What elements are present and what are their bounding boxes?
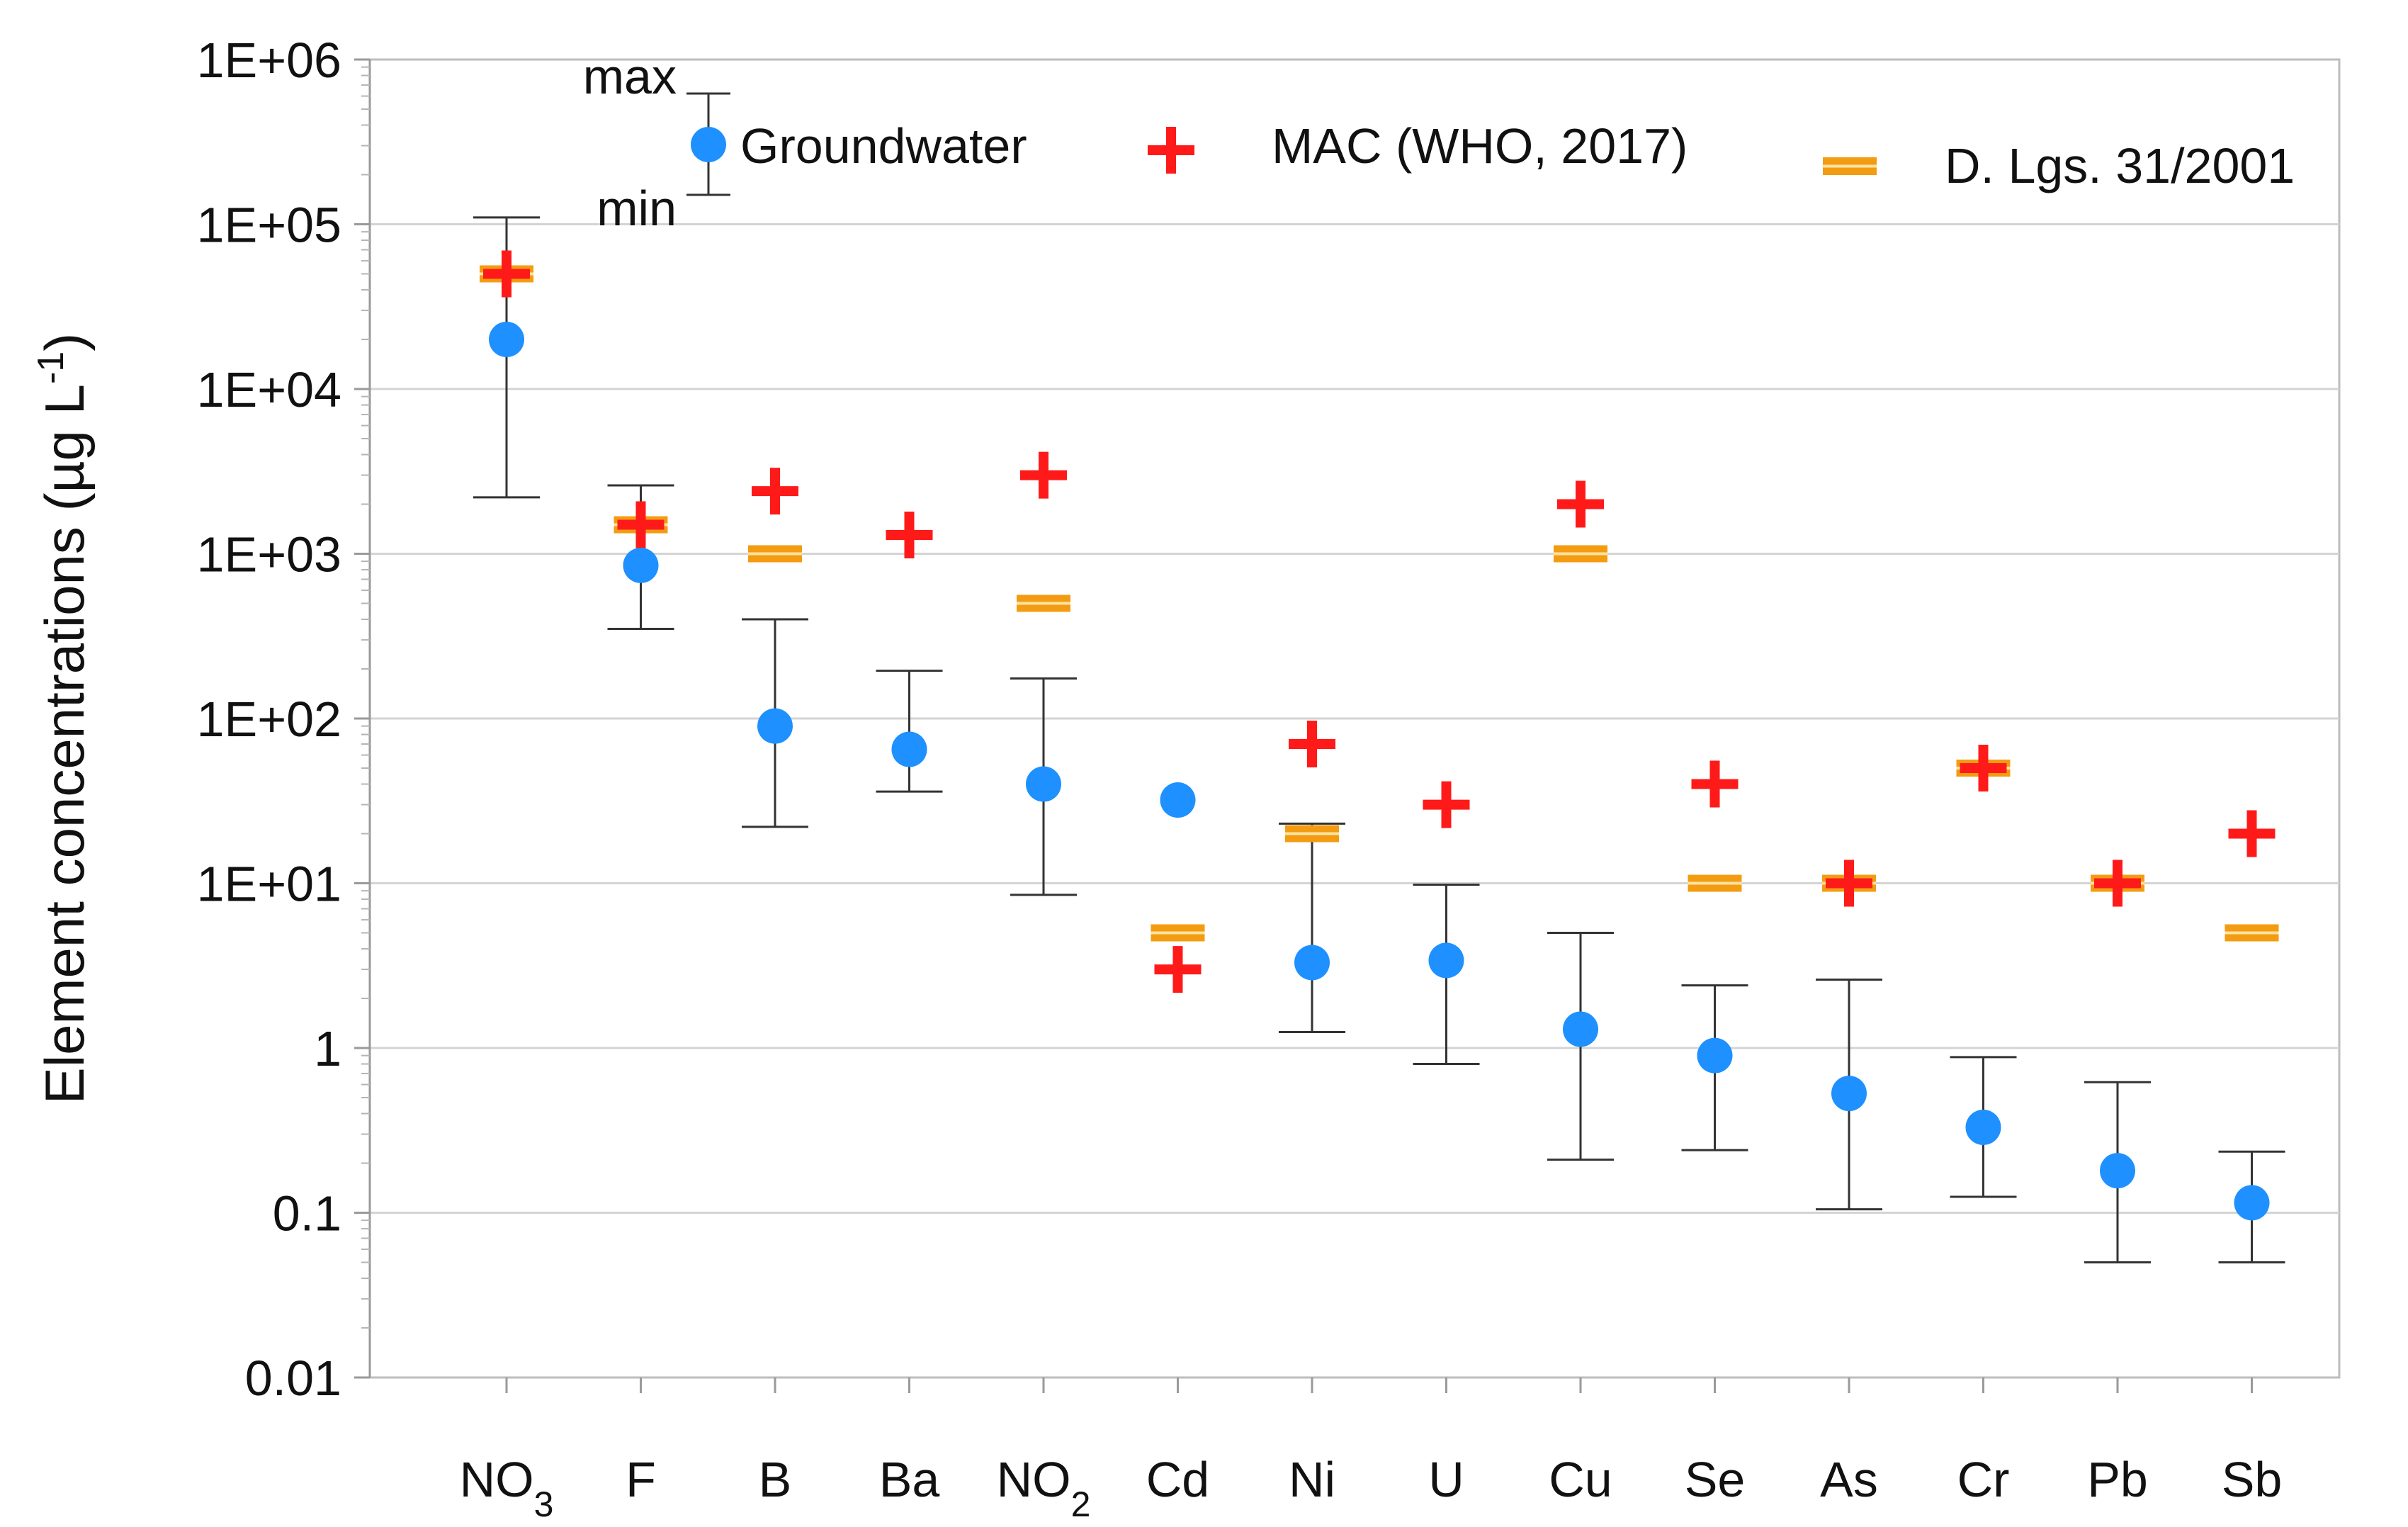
groundwater-point xyxy=(1965,1109,2001,1145)
mac-marker xyxy=(1557,480,1604,528)
x-axis-categories: NO3 F B Ba NO2 Cd Ni U Cu Se As Cr Pb Sb xyxy=(460,1377,2283,1524)
mac-marker xyxy=(1960,744,2007,791)
y-axis-title: Element concentrations (µg L-1) xyxy=(30,333,96,1104)
x-tick-label: U xyxy=(1428,1452,1464,1507)
y-tick-label: 1E+03 xyxy=(197,527,341,582)
y-tick-label: 0.01 xyxy=(245,1351,341,1406)
x-tick-label: NO2 xyxy=(997,1452,1091,1523)
y-tick-label: 1E+06 xyxy=(197,33,341,88)
dlgs-marker xyxy=(1285,825,1339,843)
groundwater-point xyxy=(1831,1076,1867,1112)
y-tick-label: 0.1 xyxy=(273,1186,341,1241)
legend-item-mac: MAC (WHO, 2017) xyxy=(1148,118,1688,174)
x-tick-label: Sb xyxy=(2222,1452,2283,1507)
legend-max-label: max xyxy=(583,49,677,104)
x-tick-label: B xyxy=(759,1452,792,1507)
x-tick-label: Se xyxy=(1685,1452,1746,1507)
groundwater-point xyxy=(1697,1037,1733,1074)
grid-lines xyxy=(370,223,2339,1214)
legend-dlgs-marker xyxy=(1823,157,1877,175)
groundwater-point xyxy=(1428,942,1464,979)
y-tick-label: 1E+04 xyxy=(197,362,341,417)
dlgs-marker xyxy=(1688,874,1742,892)
x-tick-label: As xyxy=(1820,1452,1878,1507)
dlgs-marker xyxy=(1554,545,1607,563)
legend-item-groundwater: Groundwater xyxy=(691,118,1027,174)
x-tick-label: Cu xyxy=(1549,1452,1612,1507)
y-tick-label: 1E+01 xyxy=(197,857,341,912)
legend-mac-marker xyxy=(1148,127,1194,174)
groundwater-point xyxy=(1160,782,1196,818)
legend-dlgs-label: D. Lgs. 31/2001 xyxy=(1945,138,2295,193)
groundwater-points xyxy=(489,322,2270,1221)
x-tick-label: Ba xyxy=(879,1452,940,1507)
legend-mac-label: MAC (WHO, 2017) xyxy=(1272,118,1688,174)
mac-marker xyxy=(1020,451,1067,499)
mac-markers xyxy=(483,250,2276,993)
mac-marker xyxy=(1423,781,1470,828)
legend-groundwater-marker xyxy=(691,127,726,162)
groundwater-point xyxy=(1563,1011,1598,1047)
groundwater-point xyxy=(2100,1153,2135,1189)
y-tick-label: 1E+05 xyxy=(197,198,341,253)
x-tick-label: NO3 xyxy=(460,1452,554,1523)
x-tick-label: Cd xyxy=(1146,1452,1209,1507)
mac-marker xyxy=(1154,946,1202,993)
mac-marker xyxy=(1691,760,1739,808)
dlgs-marker xyxy=(1017,595,1070,612)
legend-item-dlgs: D. Lgs. 31/2001 xyxy=(1823,138,2295,193)
mac-marker xyxy=(2228,810,2276,857)
mac-marker xyxy=(1826,860,1872,907)
mac-marker xyxy=(483,250,530,298)
mac-marker xyxy=(752,468,798,515)
groundwater-point xyxy=(757,708,793,744)
y-tick-label: 1 xyxy=(314,1021,341,1076)
groundwater-point xyxy=(2234,1185,2270,1221)
dlgs-marker xyxy=(1151,924,1205,942)
groundwater-point xyxy=(623,547,659,583)
x-tick-label: F xyxy=(626,1452,656,1507)
groundwater-point xyxy=(1026,766,1061,802)
x-tick-label: Ni xyxy=(1289,1452,1335,1507)
legend-min-label: min xyxy=(597,181,677,236)
groundwater-point xyxy=(1294,945,1330,981)
x-tick-label: Pb xyxy=(2087,1452,2148,1507)
dlgs-marker xyxy=(2225,924,2279,942)
x-tick-label: Cr xyxy=(1957,1452,2010,1507)
dlgs-marker xyxy=(748,545,802,563)
groundwater-point xyxy=(489,322,524,358)
mac-marker xyxy=(617,501,665,548)
legend: max min Groundwater MAC (WHO, 2017) D xyxy=(583,49,2295,236)
mac-marker xyxy=(886,512,933,559)
y-tick-label: 1E+02 xyxy=(197,692,341,747)
legend-range-key: max min xyxy=(583,49,730,236)
groundwater-point xyxy=(891,731,927,767)
legend-groundwater-label: Groundwater xyxy=(740,118,1027,174)
mac-marker xyxy=(2094,860,2141,907)
y-axis: 1E+06 1E+05 1E+04 1E+03 1E+02 1E+01 1 0.1 0.01 xyxy=(197,33,371,1406)
mac-marker xyxy=(1289,721,1335,768)
